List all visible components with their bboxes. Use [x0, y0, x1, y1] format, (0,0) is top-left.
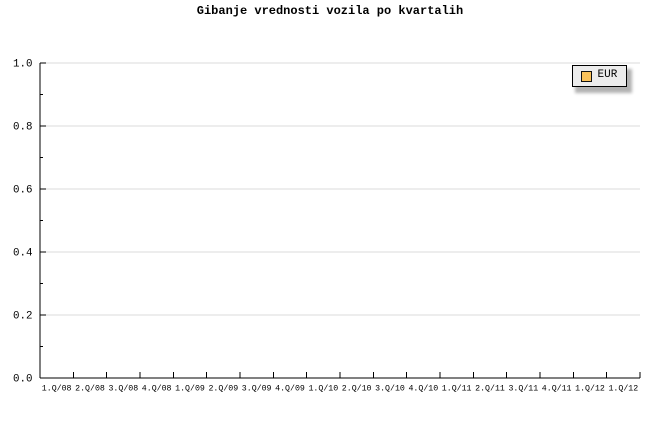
svg-text:2.Q/08: 2.Q/08 — [75, 384, 105, 394]
svg-text:0.8: 0.8 — [13, 122, 32, 134]
svg-text:2.Q/10: 2.Q/10 — [342, 384, 372, 394]
svg-text:1.Q/09: 1.Q/09 — [175, 384, 205, 394]
svg-text:1.Q/11: 1.Q/11 — [442, 384, 472, 394]
svg-text:1.Q/12: 1.Q/12 — [608, 384, 638, 394]
svg-text:1.Q/12: 1.Q/12 — [575, 384, 605, 394]
svg-text:0.2: 0.2 — [13, 311, 32, 323]
svg-text:3.Q/09: 3.Q/09 — [242, 384, 272, 394]
svg-text:4.Q/11: 4.Q/11 — [542, 384, 572, 394]
svg-text:3.Q/08: 3.Q/08 — [108, 384, 138, 394]
svg-text:2.Q/09: 2.Q/09 — [208, 384, 238, 394]
svg-text:3.Q/11: 3.Q/11 — [508, 384, 538, 394]
svg-text:4.Q/10: 4.Q/10 — [408, 384, 438, 394]
svg-text:4.Q/08: 4.Q/08 — [142, 384, 172, 394]
svg-text:2.Q/11: 2.Q/11 — [475, 384, 505, 394]
svg-text:4.Q/09: 4.Q/09 — [275, 384, 305, 394]
svg-text:3.Q/10: 3.Q/10 — [375, 384, 405, 394]
svg-text:1.0: 1.0 — [13, 59, 32, 71]
svg-text:0.0: 0.0 — [13, 374, 32, 386]
svg-text:0.6: 0.6 — [13, 185, 32, 197]
svg-text:0.4: 0.4 — [13, 248, 32, 260]
svg-text:1.Q/08: 1.Q/08 — [42, 384, 72, 394]
svg-text:1.Q/10: 1.Q/10 — [308, 384, 338, 394]
